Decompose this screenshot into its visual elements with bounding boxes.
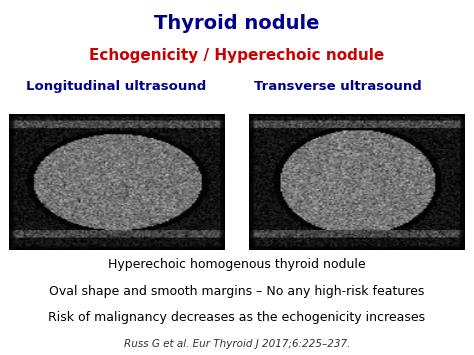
Text: Transverse ultrasound: Transverse ultrasound <box>254 81 421 93</box>
Text: Russ G et al. Eur Thyroid J 2017;6:225–237.: Russ G et al. Eur Thyroid J 2017;6:225–2… <box>124 339 350 349</box>
Text: Echogenicity / Hyperechoic nodule: Echogenicity / Hyperechoic nodule <box>90 48 384 62</box>
Text: Oval shape and smooth margins – No any high-risk features: Oval shape and smooth margins – No any h… <box>49 285 425 298</box>
Text: Risk of malignancy decreases as the echogenicity increases: Risk of malignancy decreases as the echo… <box>48 311 426 324</box>
Text: Thyroid nodule: Thyroid nodule <box>154 13 320 33</box>
Text: Hyperechoic homogenous thyroid nodule: Hyperechoic homogenous thyroid nodule <box>108 258 366 271</box>
Text: Longitudinal ultrasound: Longitudinal ultrasound <box>26 81 206 93</box>
